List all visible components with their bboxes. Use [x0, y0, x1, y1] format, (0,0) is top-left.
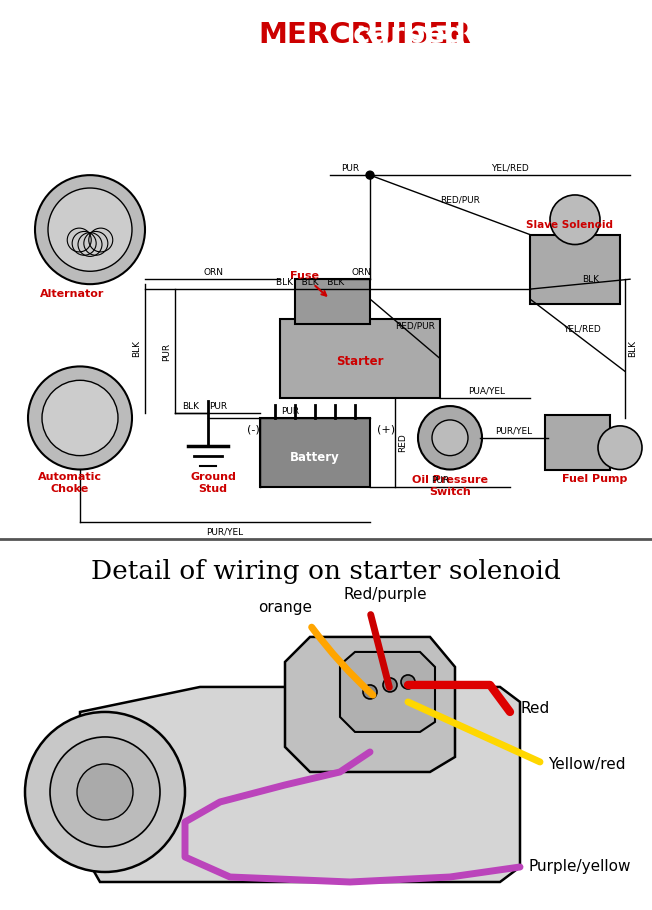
Text: BLK: BLK: [183, 401, 200, 410]
Circle shape: [48, 188, 132, 271]
Text: Fuse: Fuse: [290, 271, 326, 296]
Polygon shape: [340, 652, 435, 732]
Text: PUR: PUR: [162, 342, 171, 360]
Text: orange: orange: [258, 600, 312, 615]
Circle shape: [598, 426, 642, 470]
Text: Fuel Pump: Fuel Pump: [562, 474, 628, 484]
Circle shape: [366, 171, 374, 179]
Text: ORN: ORN: [352, 268, 372, 277]
Text: BLK: BLK: [629, 340, 638, 357]
Text: PUR: PUR: [209, 401, 227, 410]
Circle shape: [383, 678, 397, 692]
Bar: [530, 235, 620, 304]
Text: PUR: PUR: [431, 476, 449, 485]
Text: BLK   BLK   BLK: BLK BLK BLK: [276, 278, 344, 287]
Text: (+): (+): [377, 425, 395, 435]
Text: Oil Pressure
Switch: Oil Pressure Switch: [412, 475, 488, 497]
Text: Slave Solenoid: Slave Solenoid: [527, 219, 614, 229]
Circle shape: [550, 195, 600, 245]
Circle shape: [35, 175, 145, 284]
Bar: [545, 415, 610, 470]
Bar: [260, 418, 370, 488]
Circle shape: [432, 420, 468, 456]
Text: MERCRUISER: MERCRUISER: [258, 21, 471, 49]
Text: BLK: BLK: [582, 275, 599, 284]
Text: Red/purple: Red/purple: [343, 587, 427, 602]
Text: PUR/YEL: PUR/YEL: [207, 528, 244, 537]
Polygon shape: [285, 637, 455, 772]
Circle shape: [28, 367, 132, 470]
Circle shape: [401, 675, 415, 689]
Text: YEL/RED: YEL/RED: [563, 324, 601, 333]
Circle shape: [25, 712, 185, 872]
Circle shape: [418, 406, 482, 470]
Text: Alternator: Alternator: [40, 289, 104, 299]
Text: ORN: ORN: [203, 268, 223, 277]
Circle shape: [42, 380, 118, 456]
Text: YEL/RED: YEL/RED: [491, 164, 529, 173]
Text: Typical: Typical: [190, 21, 314, 49]
Text: (-): (-): [247, 425, 259, 435]
Bar: [295, 279, 370, 324]
Text: Detail of wiring on starter solenoid: Detail of wiring on starter solenoid: [91, 560, 561, 584]
Text: carbed engine: carbed engine: [343, 21, 588, 49]
Text: RED: RED: [398, 433, 408, 452]
Text: Starter: Starter: [336, 355, 384, 368]
Text: Automatic
Choke: Automatic Choke: [38, 472, 102, 494]
Text: Red: Red: [520, 702, 549, 716]
Circle shape: [363, 685, 377, 699]
Text: Purple/yellow: Purple/yellow: [528, 859, 630, 875]
Text: PUR: PUR: [281, 407, 299, 416]
Polygon shape: [80, 687, 520, 882]
Circle shape: [50, 737, 160, 847]
Text: electric fuel pump wiring diagram: electric fuel pump wiring diagram: [47, 84, 605, 112]
Text: PUA/YEL: PUA/YEL: [469, 387, 505, 396]
Text: RED/PUR: RED/PUR: [395, 321, 435, 330]
Text: Battery: Battery: [290, 451, 340, 464]
Text: BLK: BLK: [132, 340, 141, 357]
Text: PUR: PUR: [341, 164, 359, 173]
Text: Yellow/red: Yellow/red: [548, 757, 625, 773]
Text: Ground
Stud: Ground Stud: [190, 472, 236, 494]
Circle shape: [77, 764, 133, 820]
Bar: [280, 318, 440, 399]
Text: PUR/YEL: PUR/YEL: [496, 427, 533, 435]
Text: RED/PUR: RED/PUR: [440, 196, 480, 205]
